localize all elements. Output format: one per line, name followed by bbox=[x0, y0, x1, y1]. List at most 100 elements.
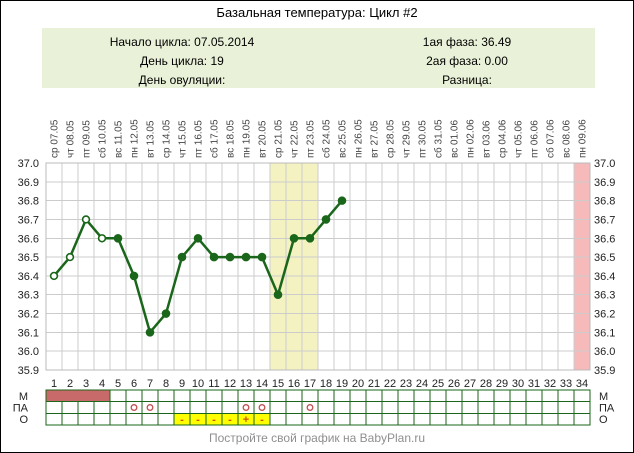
tracking-cell bbox=[141, 401, 159, 414]
tracking-cell bbox=[429, 401, 447, 414]
date-label: вт 20.05 bbox=[258, 120, 269, 158]
date-label: сб 31.05 bbox=[433, 119, 445, 158]
tracking-cell bbox=[141, 389, 159, 403]
day-number: 1 bbox=[51, 378, 57, 390]
tracking-cell bbox=[493, 401, 511, 414]
tracking-cell bbox=[445, 412, 463, 426]
day-number: 24 bbox=[416, 378, 428, 390]
y-tick-label-right: 36.8 bbox=[594, 196, 615, 208]
tracking-cell bbox=[445, 389, 463, 403]
y-tick-label-left: 36.6 bbox=[18, 233, 39, 245]
cycle-info-right: 1ая фаза: 36.49 2ая фаза: 0.00 Разница: bbox=[327, 33, 607, 90]
y-tick-label-left: 36.1 bbox=[18, 327, 39, 339]
intercourse-mark bbox=[242, 404, 250, 411]
tracking-cell bbox=[317, 389, 335, 403]
tracking-cell bbox=[509, 412, 527, 426]
intercourse-mark bbox=[258, 404, 266, 411]
tracking-cell bbox=[509, 389, 527, 403]
tracking-cell bbox=[573, 401, 591, 414]
tracking-cell bbox=[173, 401, 191, 414]
tracking-cell bbox=[541, 401, 559, 414]
day-number: 22 bbox=[384, 378, 396, 390]
tracking-cell bbox=[253, 389, 271, 403]
tracking-cell bbox=[285, 389, 303, 403]
tracking-cell bbox=[45, 401, 63, 414]
difference-line: Разница: bbox=[442, 73, 492, 87]
chart-band bbox=[270, 163, 318, 370]
date-label: пн 12.05 bbox=[130, 119, 141, 158]
tracking-cell bbox=[413, 412, 431, 426]
day-number: 34 bbox=[576, 378, 588, 390]
tracking-cell bbox=[221, 389, 239, 403]
tracking-cell bbox=[397, 412, 415, 426]
y-tick-label-right: 35.9 bbox=[594, 365, 615, 377]
tracking-cell bbox=[381, 412, 399, 426]
tracking-cell bbox=[269, 401, 287, 414]
tracking-cell bbox=[557, 401, 575, 414]
ovulation-test-symbol: - bbox=[260, 414, 264, 426]
tracking-cell bbox=[301, 412, 319, 426]
cycle-info-box: Начало цикла: 07.05.2014 День цикла: 19 … bbox=[42, 28, 595, 88]
tracking-cell bbox=[573, 389, 591, 403]
temperature-point bbox=[257, 252, 267, 262]
day-number: 9 bbox=[179, 378, 185, 390]
date-label: пт 16.05 bbox=[194, 120, 205, 158]
footer-caption: Постройте свой график на BabyPlan.ru bbox=[208, 431, 426, 445]
date-label: вт 27.05 bbox=[370, 120, 381, 158]
ovulation-test-symbol: - bbox=[196, 414, 200, 426]
tracking-cell bbox=[317, 412, 335, 426]
date-label: сб 10.05 bbox=[97, 119, 109, 158]
tracking-cell bbox=[365, 389, 383, 403]
tracking-row-label-right-intercourse: ПА bbox=[599, 403, 615, 415]
date-label: ср 14.05 bbox=[162, 119, 173, 158]
tracking-cell bbox=[429, 389, 447, 403]
y-tick-label-left: 36.7 bbox=[18, 214, 39, 226]
day-number: 3 bbox=[83, 378, 89, 390]
tracking-cell bbox=[125, 401, 143, 414]
date-label: вс 08.06 bbox=[562, 120, 573, 158]
temperature-point-open bbox=[65, 252, 75, 262]
tracking-cell bbox=[269, 389, 287, 403]
tracking-cell bbox=[125, 412, 143, 426]
y-tick-label-right: 37.0 bbox=[594, 158, 615, 170]
tracking-cell bbox=[525, 389, 543, 403]
tracking-cell bbox=[461, 412, 479, 426]
tracking-cell bbox=[365, 412, 383, 426]
date-label: пн 26.05 bbox=[354, 119, 365, 158]
y-tick-label-right: 36.4 bbox=[594, 271, 615, 283]
tracking-cell bbox=[509, 401, 527, 414]
date-label: пн 09.06 bbox=[578, 119, 589, 158]
y-tick-label-left: 36.4 bbox=[18, 271, 39, 283]
day-number: 18 bbox=[320, 378, 332, 390]
tracking-cell bbox=[61, 412, 79, 426]
temperature-point bbox=[193, 233, 203, 243]
intercourse-mark bbox=[130, 404, 138, 411]
day-number: 33 bbox=[560, 378, 572, 390]
tracking-cell bbox=[77, 401, 95, 414]
y-tick-label-left: 37.0 bbox=[18, 158, 39, 170]
plot-border bbox=[45, 162, 591, 371]
date-label: пт 30.05 bbox=[418, 120, 429, 158]
tracking-row-label-left-ovulation-test: О bbox=[19, 414, 28, 426]
tracking-cell bbox=[445, 401, 463, 414]
date-label: ср 04.06 bbox=[498, 119, 509, 158]
temperature-point-open bbox=[81, 215, 91, 224]
temperature-point bbox=[289, 233, 299, 243]
phase2-line: 2ая фаза: 0.00 bbox=[426, 54, 508, 68]
tracking-cell bbox=[573, 412, 591, 426]
y-tick-label-left: 36.3 bbox=[18, 290, 39, 302]
temperature-point-open bbox=[49, 271, 59, 281]
tracking-cell bbox=[93, 401, 111, 414]
y-tick-label-left: 36.9 bbox=[18, 177, 39, 189]
day-number: 26 bbox=[448, 378, 460, 390]
tracking-cell bbox=[301, 389, 319, 403]
tracking-cell bbox=[333, 412, 351, 426]
y-tick-label-right: 36.0 bbox=[594, 346, 615, 358]
tracking-cell bbox=[477, 401, 495, 414]
date-label: пт 23.05 bbox=[306, 120, 317, 158]
tracking-cell bbox=[189, 401, 207, 414]
day-number: 21 bbox=[368, 378, 380, 390]
tracking-cell bbox=[365, 401, 383, 414]
tracking-cell bbox=[77, 412, 95, 426]
day-number: 29 bbox=[496, 378, 508, 390]
